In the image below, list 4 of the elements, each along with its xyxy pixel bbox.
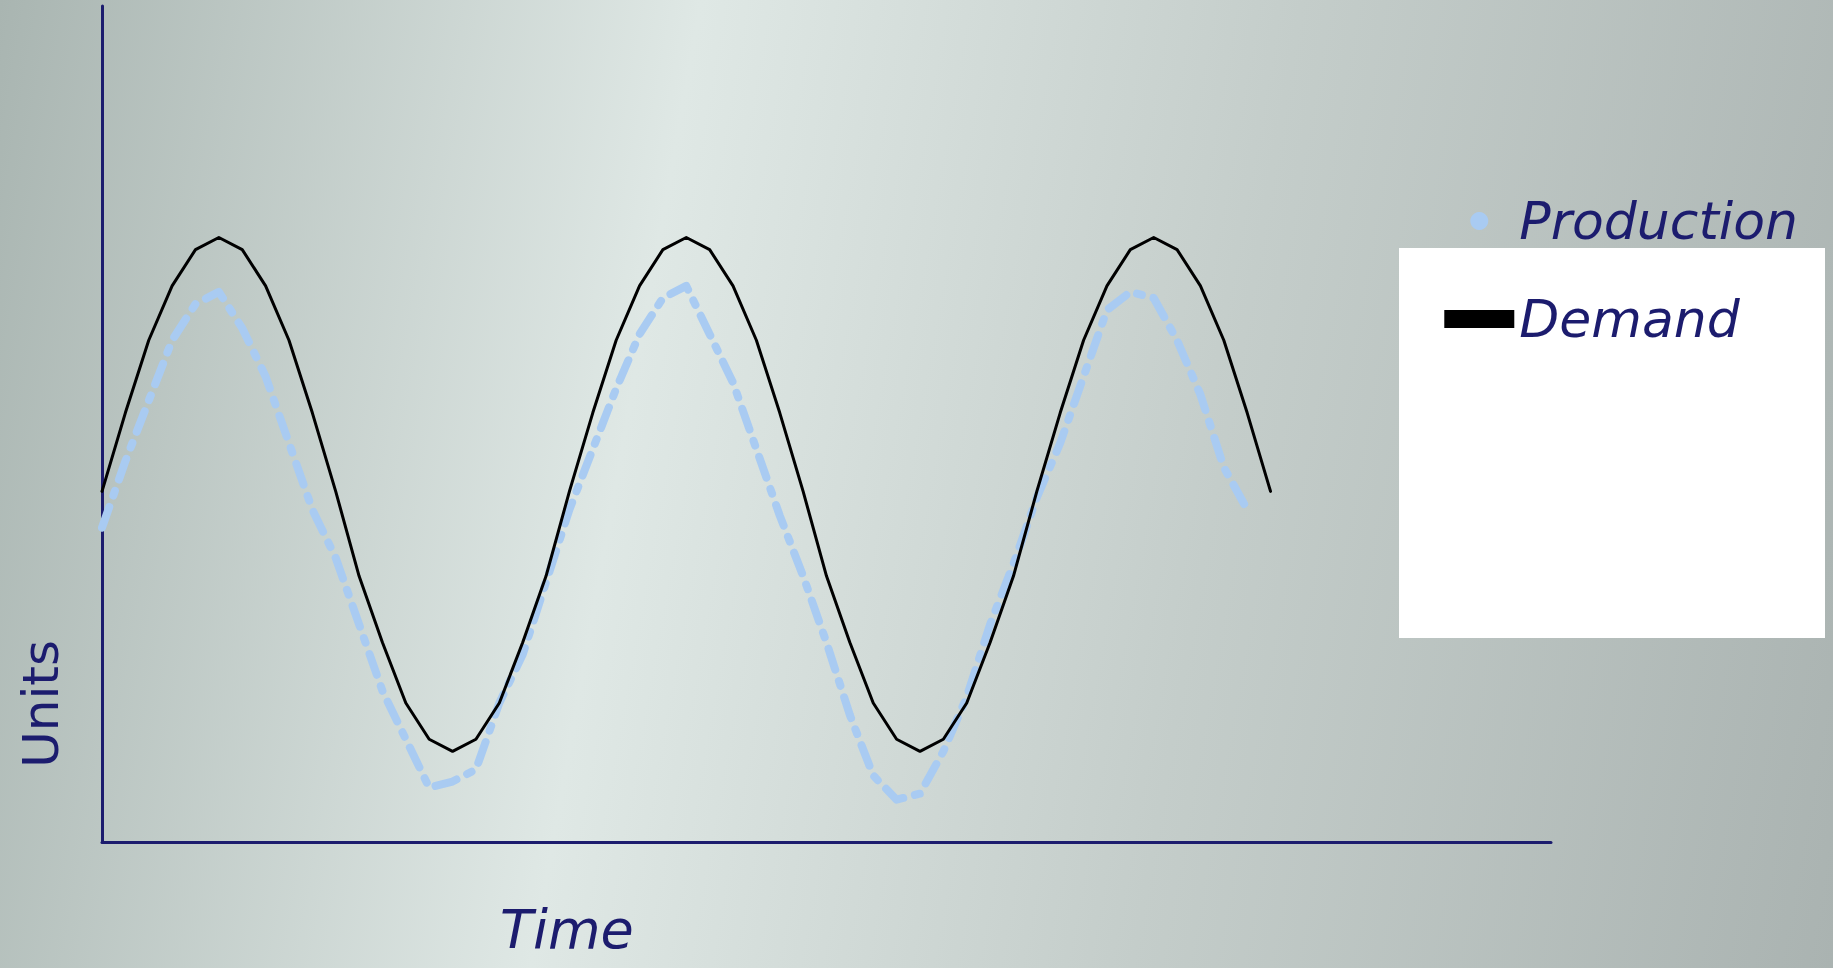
y-axis-title: Units xyxy=(12,639,70,768)
legend-label: Production xyxy=(1519,191,1799,251)
x-axis-title: Time xyxy=(500,897,634,961)
legend-label: Demand xyxy=(1519,289,1741,349)
